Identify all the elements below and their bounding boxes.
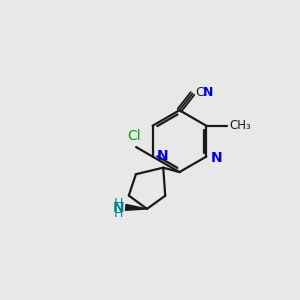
Text: N: N [112,201,124,215]
Text: H: H [114,207,123,220]
Text: CH₃: CH₃ [230,119,251,132]
Text: H: H [114,197,123,210]
Text: C: C [195,85,204,99]
Text: Cl: Cl [127,129,141,142]
Text: N: N [157,149,169,163]
Text: N: N [203,85,214,99]
Text: N: N [211,151,222,165]
Polygon shape [126,205,147,210]
